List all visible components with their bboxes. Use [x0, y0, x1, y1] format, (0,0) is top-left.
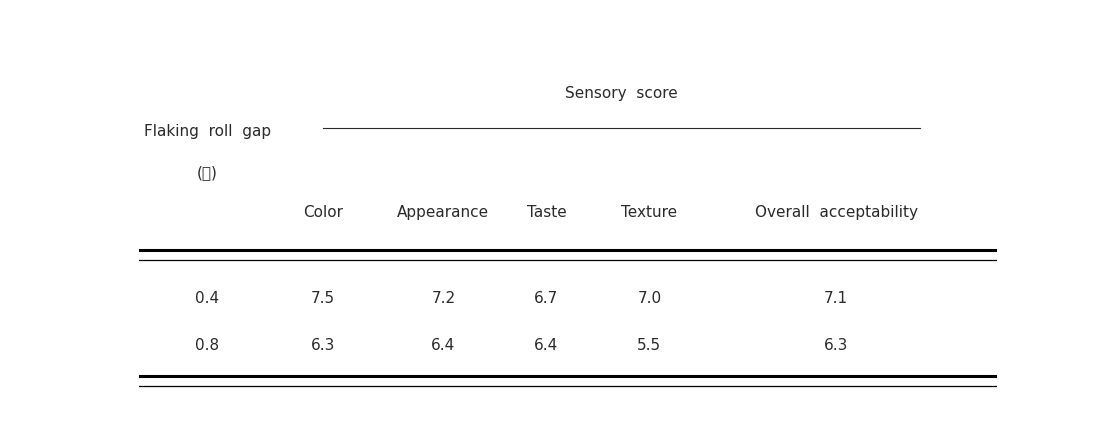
- Text: Overall  acceptability: Overall acceptability: [755, 205, 917, 220]
- Text: 6.3: 6.3: [824, 339, 849, 353]
- Text: 0.8: 0.8: [195, 339, 219, 353]
- Text: 5.5: 5.5: [637, 339, 661, 353]
- Text: 7.2: 7.2: [431, 291, 455, 306]
- Text: 7.1: 7.1: [824, 291, 849, 306]
- Text: 7.5: 7.5: [311, 291, 336, 306]
- Text: 0.4: 0.4: [195, 291, 219, 306]
- Text: 6.4: 6.4: [431, 339, 455, 353]
- Text: Appearance: Appearance: [398, 205, 490, 220]
- Text: Flaking  roll  gap: Flaking roll gap: [144, 124, 270, 139]
- Text: 6.4: 6.4: [534, 339, 558, 353]
- Text: Taste: Taste: [526, 205, 566, 220]
- Text: 6.3: 6.3: [311, 339, 336, 353]
- Text: (㎜): (㎜): [197, 165, 217, 180]
- Text: Sensory  score: Sensory score: [565, 85, 678, 101]
- Text: Color: Color: [304, 205, 343, 220]
- Text: 7.0: 7.0: [637, 291, 661, 306]
- Text: Texture: Texture: [622, 205, 677, 220]
- Text: 6.7: 6.7: [534, 291, 558, 306]
